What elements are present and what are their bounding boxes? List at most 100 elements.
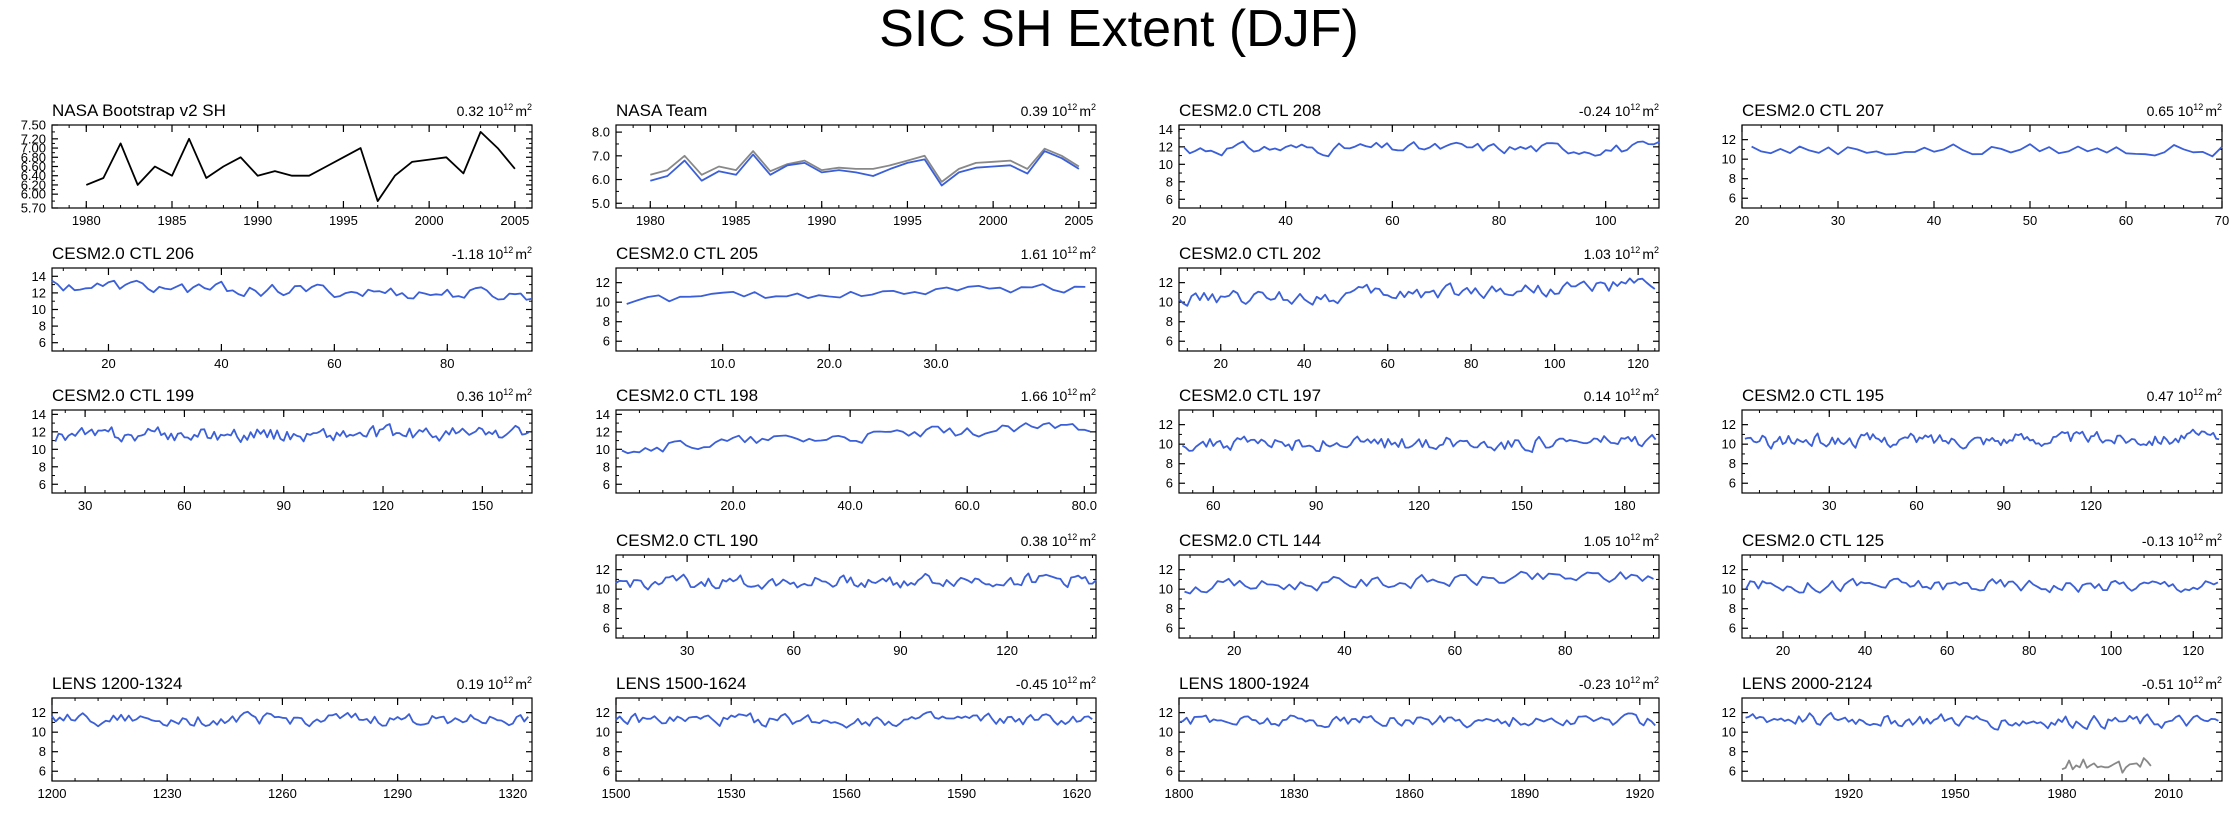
x-tick-label: 1980 [636,213,665,228]
panel-trend-stat: 1.03 1012 m2 [1584,245,1659,262]
series-line-1 [650,150,1080,187]
y-tick-label: 7.20 [21,131,46,146]
x-tick-label: 1260 [268,786,297,801]
x-tick-label: 1290 [383,786,412,801]
trend-unit-exp: 12 [503,245,513,255]
trend-value: 0.36 [457,388,488,404]
x-tick-label: 80 [1558,643,1572,658]
x-tick-label: 30 [78,498,92,513]
x-tick-label: 90 [276,498,290,513]
trend-value: 0.32 [457,103,488,119]
y-tick-label: 12 [1722,417,1736,432]
trend-unit-base: 10 [488,246,504,262]
trend-unit: m [2205,388,2217,404]
trend-unit-base: 10 [1615,533,1631,549]
y-tick-label: 8 [1166,174,1173,189]
x-tick-label: 2005 [500,213,529,228]
panel-title: CESM2.0 CTL 205 [616,244,758,263]
y-tick-label: 12 [1722,562,1736,577]
x-tick-label: 1560 [832,786,861,801]
x-tick-label: 1920 [1625,786,1654,801]
x-tick-label: 20 [1735,213,1749,228]
y-tick-label: 10 [1159,437,1173,452]
trend-unit-exp: 12 [2193,675,2203,685]
trend-unit: m [1642,388,1654,404]
trend-unit-exp: 12 [1630,245,1640,255]
trend-value: 0.47 [2147,388,2178,404]
y-tick-label: 5.70 [21,201,46,216]
x-tick-label: 80 [1464,356,1478,371]
panel-title: NASA Bootstrap v2 SH [52,101,226,120]
x-tick-label: 70 [2215,213,2229,228]
plot-frame [51,697,533,782]
x-tick-label: 1980 [2048,786,2077,801]
y-tick-label: 8 [1729,171,1736,186]
trend-unit-exp: 12 [2193,387,2203,397]
trend-value: -0.24 [1579,103,1615,119]
x-tick-label: 1230 [153,786,182,801]
plot-frame [1178,697,1660,782]
y-tick-label: 6 [1729,476,1736,491]
x-tick-label: 2000 [979,213,1008,228]
trend-unit-exp: 12 [503,102,513,112]
trend-value: -0.51 [2142,676,2178,692]
trend-unit: m [515,676,527,692]
y-tick-label: 10 [1722,437,1736,452]
y-tick-label: 12 [1159,275,1173,290]
x-tick-label: 1995 [893,213,922,228]
y-tick-label: 6 [603,764,610,779]
series-line-0 [1181,433,1657,454]
trend-unit-exp: 12 [1067,675,1077,685]
panel-trend-stat: -0.13 1012 m2 [2142,532,2222,549]
trend-unit-base: 10 [1052,246,1068,262]
trend-unit-base: 10 [2178,533,2194,549]
trend-unit-exp: 12 [1630,532,1640,542]
trend-unit-exp: 12 [1067,245,1077,255]
x-tick-label: 20.0 [720,498,745,513]
panel-title: CESM2.0 CTL 195 [1742,386,1884,405]
y-tick-label: 8 [39,744,46,759]
x-tick-label: 2000 [415,213,444,228]
y-tick-label: 14 [1159,122,1173,137]
y-tick-label: 8 [603,459,610,474]
x-tick-label: 40.0 [837,498,862,513]
series-line-0 [1178,712,1656,729]
panel-trend-stat: 0.36 1012 m2 [457,387,532,404]
panel-trend-stat: -1.18 1012 m2 [452,245,532,262]
panel-trend-stat: 0.38 1012 m2 [1021,532,1096,549]
panel-title: CESM2.0 CTL 208 [1179,101,1321,120]
y-tick-label: 6 [603,334,610,349]
y-tick-label: 10 [1722,152,1736,167]
trend-value: 1.03 [1584,246,1615,262]
plot-frame [615,267,1097,352]
x-tick-label: 60 [787,643,801,658]
x-tick-label: 1620 [1062,786,1091,801]
y-tick-label: 10 [32,442,46,457]
y-tick-label: 6 [1166,764,1173,779]
trend-value: 0.39 [1021,103,1052,119]
panel-title: LENS 1500-1624 [616,674,746,693]
y-tick-label: 12 [1159,417,1173,432]
trend-value: 0.65 [2147,103,2178,119]
y-tick-label: 6 [1729,191,1736,206]
x-tick-label: 100 [1544,356,1566,371]
x-tick-label: 10.0 [710,356,735,371]
y-tick-label: 12 [596,705,610,720]
trend-unit: m [2205,676,2217,692]
x-tick-label: 90 [893,643,907,658]
trend-value: 0.19 [457,676,488,692]
x-tick-label: 1950 [1941,786,1970,801]
trend-value: -0.13 [2142,533,2178,549]
x-tick-label: 60 [177,498,191,513]
trend-value: 1.05 [1584,533,1615,549]
y-tick-label: 12 [1159,562,1173,577]
panel-title: NASA Team [616,101,707,120]
panel-title: CESM2.0 CTL 206 [52,244,194,263]
y-tick-label: 8.0 [592,125,610,140]
x-tick-label: 30 [1822,498,1836,513]
x-tick-label: 60.0 [955,498,980,513]
plot-frame [51,409,533,494]
trend-unit-base: 10 [488,388,504,404]
